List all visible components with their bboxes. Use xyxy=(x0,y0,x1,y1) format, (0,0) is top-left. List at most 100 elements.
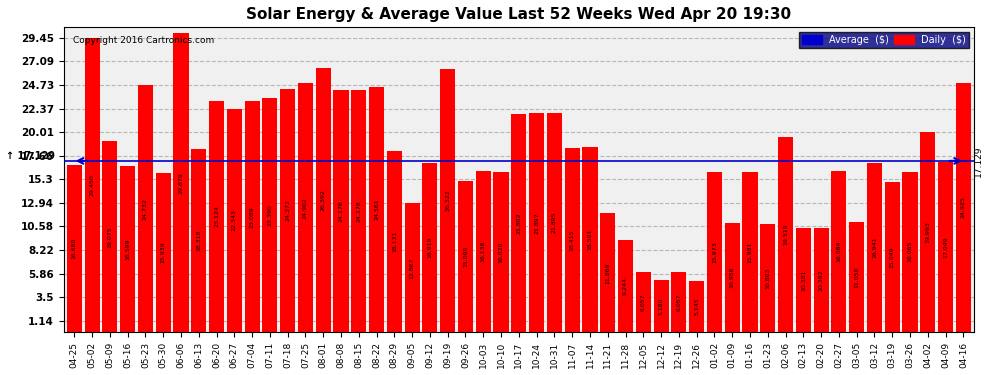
Bar xyxy=(84,38,100,332)
Bar xyxy=(423,163,438,332)
Bar xyxy=(511,114,527,332)
Bar xyxy=(689,280,704,332)
Text: 23.124: 23.124 xyxy=(214,206,219,228)
Bar xyxy=(173,33,188,332)
Text: Copyright 2016 Cartronics.com: Copyright 2016 Cartronics.com xyxy=(72,36,214,45)
Text: 16.065: 16.065 xyxy=(908,241,913,262)
Bar xyxy=(387,151,402,332)
Text: 10.392: 10.392 xyxy=(819,269,824,291)
Bar xyxy=(102,141,118,332)
Text: 17.049: 17.049 xyxy=(943,236,948,258)
Text: 10.381: 10.381 xyxy=(801,270,806,291)
Bar xyxy=(742,172,757,332)
Text: 15.090: 15.090 xyxy=(463,246,468,267)
Text: 15.973: 15.973 xyxy=(712,242,717,263)
Bar xyxy=(832,171,846,332)
Bar xyxy=(903,171,918,332)
Bar xyxy=(138,85,153,332)
Text: 18.501: 18.501 xyxy=(587,229,592,251)
Bar xyxy=(546,113,562,332)
Text: 10.956: 10.956 xyxy=(730,267,735,288)
Text: 16.941: 16.941 xyxy=(872,237,877,258)
Bar xyxy=(939,162,953,332)
Text: 16.020: 16.020 xyxy=(499,241,504,263)
Text: 12.867: 12.867 xyxy=(410,257,415,279)
Bar xyxy=(707,172,722,332)
Bar xyxy=(280,88,295,332)
Text: 18.318: 18.318 xyxy=(196,230,201,251)
Text: 10.803: 10.803 xyxy=(765,267,770,289)
Bar xyxy=(120,166,136,332)
Text: 16.084: 16.084 xyxy=(837,241,842,262)
Text: 6.057: 6.057 xyxy=(641,293,645,310)
Text: 29.879: 29.879 xyxy=(178,172,183,194)
Text: 11.869: 11.869 xyxy=(605,262,610,284)
Text: 6.057: 6.057 xyxy=(676,293,681,310)
Bar xyxy=(209,101,224,332)
Text: 19.075: 19.075 xyxy=(107,226,112,248)
Bar xyxy=(564,148,580,332)
Bar xyxy=(618,240,633,332)
Bar xyxy=(191,149,206,332)
Bar xyxy=(298,83,313,332)
Text: 24.925: 24.925 xyxy=(961,196,966,219)
Text: 15.049: 15.049 xyxy=(890,246,895,268)
Bar xyxy=(405,204,420,332)
Bar xyxy=(885,182,900,332)
Bar xyxy=(814,228,829,332)
Text: 26.322: 26.322 xyxy=(446,190,450,211)
Text: 22.343: 22.343 xyxy=(232,210,237,231)
Text: 18.415: 18.415 xyxy=(569,230,574,251)
Text: 23.089: 23.089 xyxy=(249,206,254,228)
Bar xyxy=(351,90,366,332)
Text: 21.897: 21.897 xyxy=(535,212,540,234)
Bar xyxy=(493,172,509,332)
Text: 16.919: 16.919 xyxy=(428,237,433,258)
Text: 21.895: 21.895 xyxy=(551,212,557,234)
Text: ↑ 17.129: ↑ 17.129 xyxy=(6,151,54,161)
Text: 24.178: 24.178 xyxy=(356,200,361,222)
Bar xyxy=(245,101,259,332)
Bar xyxy=(458,181,473,332)
Bar xyxy=(849,222,864,332)
Bar xyxy=(600,213,616,332)
Text: 18.131: 18.131 xyxy=(392,231,397,252)
Text: 29.450: 29.450 xyxy=(89,174,95,196)
Bar xyxy=(66,165,82,332)
Text: 19.519: 19.519 xyxy=(783,224,788,245)
Text: 16.680: 16.680 xyxy=(72,238,77,260)
Text: 5.180: 5.180 xyxy=(658,297,663,315)
Text: 24.902: 24.902 xyxy=(303,197,308,219)
Bar xyxy=(671,272,686,332)
Bar xyxy=(760,224,775,332)
Text: 9.244: 9.244 xyxy=(623,277,628,295)
Text: 5.145: 5.145 xyxy=(694,297,699,315)
Bar xyxy=(476,171,491,332)
Text: 11.050: 11.050 xyxy=(854,266,859,288)
Bar xyxy=(796,228,811,332)
Bar xyxy=(867,163,882,332)
Text: 24.561: 24.561 xyxy=(374,198,379,220)
Text: 21.802: 21.802 xyxy=(517,212,522,234)
Text: 23.390: 23.390 xyxy=(267,204,272,226)
Title: Solar Energy & Average Value Last 52 Weeks Wed Apr 20 19:30: Solar Energy & Average Value Last 52 Wee… xyxy=(247,7,791,22)
Bar xyxy=(227,109,242,332)
Text: 15.981: 15.981 xyxy=(747,242,752,263)
Text: 24.372: 24.372 xyxy=(285,199,290,221)
Bar xyxy=(262,98,277,332)
Bar xyxy=(955,83,971,332)
Bar xyxy=(316,68,331,332)
Text: 24.176: 24.176 xyxy=(339,200,344,222)
Text: 15.939: 15.939 xyxy=(160,242,165,263)
Legend: Average  ($), Daily  ($): Average ($), Daily ($) xyxy=(799,32,969,48)
Bar xyxy=(441,69,455,332)
Bar xyxy=(921,132,936,332)
Text: 24.732: 24.732 xyxy=(143,198,148,219)
Text: 17.129: 17.129 xyxy=(974,145,983,177)
Bar xyxy=(778,137,793,332)
Bar xyxy=(334,90,348,332)
Bar xyxy=(155,173,170,332)
Bar xyxy=(529,113,545,332)
Bar xyxy=(653,280,668,332)
Text: 16.138: 16.138 xyxy=(481,241,486,262)
